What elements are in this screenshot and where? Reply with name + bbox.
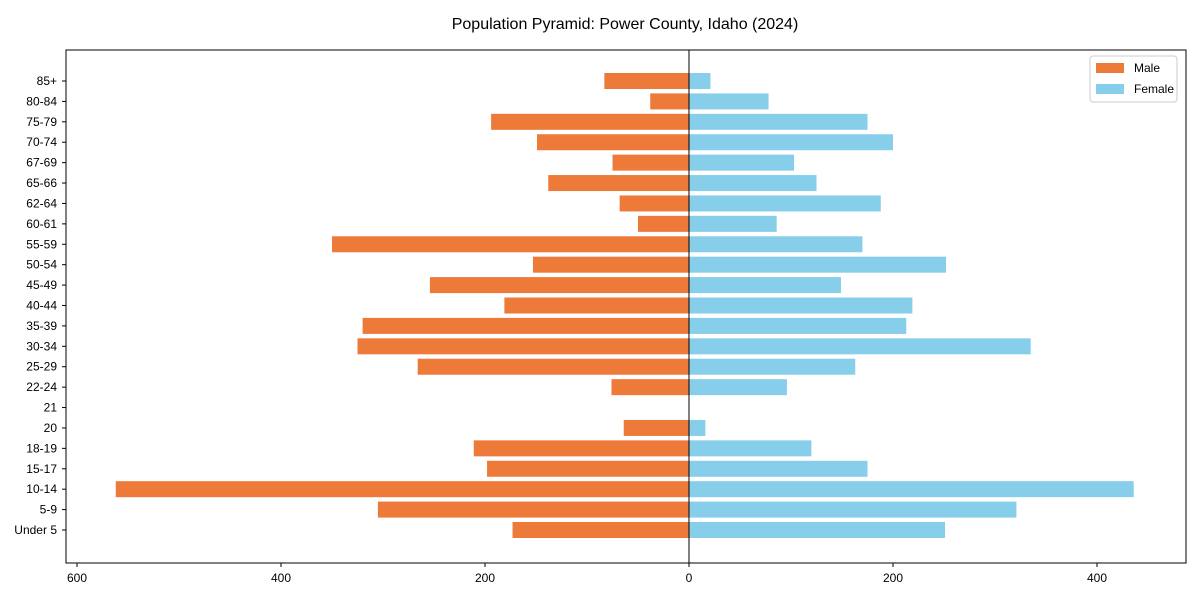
y-tick-label: 60-61	[26, 217, 57, 231]
bar-female-20	[689, 419, 706, 436]
bar-female-85+	[689, 73, 711, 89]
bar-female-18-19	[689, 440, 812, 457]
y-tick-label: 5-9	[40, 503, 58, 517]
y-tick-label: 70-74	[26, 135, 57, 149]
bar-male-85+	[604, 73, 689, 89]
bar-male-Under 5	[512, 522, 689, 538]
y-tick-label: 25-29	[26, 360, 57, 374]
bar-female-55-59	[689, 236, 863, 253]
legend: Male Female	[1089, 55, 1178, 103]
y-tick-label: 18-19	[26, 441, 57, 455]
bar-female-67-69	[689, 154, 795, 171]
bar-female-65-66	[689, 175, 817, 192]
bar-female-45-49	[689, 277, 841, 294]
bar-male-30-34	[357, 338, 689, 355]
bar-female-22-24	[689, 379, 787, 396]
y-tick-label: 15-17	[26, 462, 57, 476]
y-tick-label: 40-44	[26, 299, 57, 313]
y-tick-label: 10-14	[26, 482, 57, 496]
bar-male-55-59	[332, 236, 689, 253]
y-tick-label: 20	[44, 421, 58, 435]
bar-female-60-61	[689, 215, 777, 232]
legend-label-male: Male	[1134, 61, 1160, 75]
x-tick-label: 200	[475, 571, 495, 585]
x-tick-label: 400	[1087, 571, 1107, 585]
bar-female-40-44	[689, 297, 913, 314]
bar-male-62-64	[619, 195, 689, 212]
bar-female-50-54	[689, 256, 947, 273]
y-tick-label: 30-34	[26, 339, 57, 353]
bar-female-80-84	[689, 93, 769, 110]
y-tick-label: Under 5	[14, 523, 57, 537]
bar-female-10-14	[689, 481, 1134, 498]
legend-label-female: Female	[1134, 82, 1174, 96]
y-tick-label: 45-49	[26, 278, 57, 292]
bar-male-75-79	[491, 113, 689, 130]
bar-female-5-9	[689, 501, 1017, 518]
bar-male-40-44	[504, 297, 689, 314]
bar-male-45-49	[429, 277, 689, 294]
x-tick-label: 200	[883, 571, 903, 585]
bar-male-70-74	[537, 134, 689, 151]
y-tick-label: 21	[44, 401, 58, 415]
bar-female-Under 5	[689, 522, 946, 538]
chart-title: Population Pyramid: Power County, Idaho …	[452, 16, 799, 33]
bar-female-25-29	[689, 358, 856, 375]
bar-female-62-64	[689, 195, 881, 212]
y-tick-label: 65-66	[26, 176, 57, 190]
bar-male-67-69	[612, 154, 689, 171]
y-tick-label: 80-84	[26, 94, 57, 108]
bar-female-70-74	[689, 134, 893, 151]
bar-male-15-17	[487, 460, 689, 477]
y-tick-label: 62-64	[26, 196, 57, 210]
y-tick-label: 35-39	[26, 319, 57, 333]
x-tick-label: 0	[686, 571, 693, 585]
bar-female-30-34	[689, 338, 1031, 355]
plot-frame	[65, 49, 1187, 564]
bar-female-35-39	[689, 317, 907, 334]
legend-swatch-male	[1096, 63, 1124, 73]
y-tick-label: 75-79	[26, 115, 57, 129]
bar-male-80-84	[650, 93, 689, 110]
bar-male-5-9	[377, 501, 689, 518]
y-tick-label: 67-69	[26, 156, 57, 170]
y-tick-label: 50-54	[26, 258, 57, 272]
bar-male-60-61	[638, 215, 689, 232]
bar-female-15-17	[689, 460, 868, 477]
y-tick-label: 85+	[37, 74, 57, 88]
bar-female-75-79	[689, 113, 868, 130]
bar-male-65-66	[548, 175, 689, 192]
y-tick-label: 55-59	[26, 237, 57, 251]
bar-male-22-24	[611, 379, 689, 396]
bar-male-25-29	[417, 358, 689, 375]
bar-male-18-19	[473, 440, 689, 457]
bar-male-20	[623, 419, 689, 436]
bar-male-35-39	[362, 317, 689, 334]
bar-male-50-54	[532, 256, 689, 273]
y-tick-label: 22-24	[26, 380, 57, 394]
x-tick-label: 600	[67, 571, 87, 585]
x-tick-label: 400	[271, 571, 291, 585]
legend-swatch-female	[1096, 84, 1124, 94]
bar-male-10-14	[115, 481, 689, 498]
